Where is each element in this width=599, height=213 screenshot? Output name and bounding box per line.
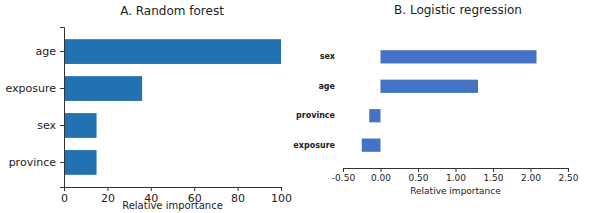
y-tick: sex <box>320 52 343 61</box>
bar <box>381 50 537 63</box>
y-tick-label: age <box>318 82 335 91</box>
chart-title: B. Logistic regression <box>394 3 522 17</box>
y-tick-label: exposure <box>5 82 56 95</box>
x-tick-mark <box>381 168 382 172</box>
x-axis-line <box>344 169 569 173</box>
y-tick-label: age <box>36 45 57 58</box>
y-tick: exposure <box>293 141 343 150</box>
x-tick-label: 1.50 <box>483 173 503 183</box>
x-tick-mark <box>238 187 239 191</box>
x-tick-label: -0.50 <box>332 173 356 183</box>
bar <box>64 76 142 101</box>
x-tick-mark <box>456 168 457 172</box>
x-tick-mark <box>531 168 532 172</box>
x-tick: 80 <box>231 187 245 205</box>
x-tick-mark <box>418 168 419 172</box>
y-tick-mark <box>60 162 64 163</box>
x-tick-label: 2.50 <box>558 173 578 183</box>
chart-title: A. Random forest <box>120 4 224 18</box>
chart-panel: 020406080100ageexposuresexprovinceA. Ran… <box>5 4 292 211</box>
y-axis-line <box>343 35 344 169</box>
y-axis: sex age province exposure <box>293 35 343 169</box>
x-tick: 1.00 <box>446 168 466 183</box>
y-tick: age <box>318 82 343 91</box>
x-tick-mark <box>281 187 282 191</box>
x-tick: 2.50 <box>558 168 578 183</box>
y-tick: province <box>9 156 64 169</box>
y-tick: exposure <box>5 82 64 95</box>
x-tick: 2.00 <box>521 168 541 183</box>
x-tick: 1.50 <box>483 168 503 183</box>
bar <box>369 109 380 122</box>
x-tick-label: 0.00 <box>371 173 391 183</box>
y-tick: province <box>296 111 343 120</box>
x-tick-mark <box>493 168 494 172</box>
chart-panel: -0.50 0.00 0.50 1.00 1.50 2.00 2.50 sex age provi… <box>293 3 578 196</box>
y-tick-mark <box>60 51 64 52</box>
y-axis: age exposure sex province <box>5 28 64 188</box>
x-tick-mark <box>343 168 344 172</box>
x-tick-label: 100 <box>271 192 292 205</box>
y-tick-label: sex <box>320 52 336 61</box>
y-tick-mark <box>60 88 64 89</box>
bar <box>64 39 281 64</box>
x-tick-label: 0 <box>61 192 68 205</box>
y-tick-label: province <box>9 156 57 169</box>
x-tick-label: 1.00 <box>446 173 466 183</box>
x-tick: 0.00 <box>371 168 391 183</box>
y-tick: sex <box>37 119 64 132</box>
x-tick: 0 <box>61 187 68 205</box>
x-tick-mark <box>107 187 108 191</box>
bars <box>362 50 537 152</box>
x-tick-label: 80 <box>231 192 245 205</box>
y-tick-mark <box>60 125 64 126</box>
x-axis: -0.50 0.00 0.50 1.00 1.50 2.00 2.50 <box>332 168 579 183</box>
figure: 020406080100ageexposuresexprovinceA. Ran… <box>0 0 599 213</box>
bar <box>381 80 479 93</box>
x-tick: 0.50 <box>408 168 428 183</box>
bar <box>64 150 97 175</box>
x-axis-title: Relative importance <box>410 186 501 196</box>
y-tick-label: exposure <box>293 141 335 150</box>
bars <box>64 39 281 175</box>
y-tick-label: province <box>296 111 336 120</box>
x-tick-mark <box>151 187 152 191</box>
x-tick-label: 2.00 <box>521 173 541 183</box>
x-tick: -0.50 <box>332 168 356 183</box>
bar <box>64 113 97 138</box>
x-tick-label: 20 <box>101 192 115 205</box>
y-tick: age <box>36 45 65 58</box>
x-tick: 100 <box>271 187 292 205</box>
y-axis-line <box>60 28 65 188</box>
x-axis-line <box>65 188 282 192</box>
x-tick-mark <box>568 168 569 172</box>
x-tick-label: 0.50 <box>408 173 428 183</box>
bar <box>362 139 381 152</box>
y-tick-label: sex <box>37 119 56 132</box>
x-tick-mark <box>194 187 195 191</box>
x-tick: 20 <box>101 187 115 205</box>
x-axis-title: Relative importance <box>122 200 223 211</box>
